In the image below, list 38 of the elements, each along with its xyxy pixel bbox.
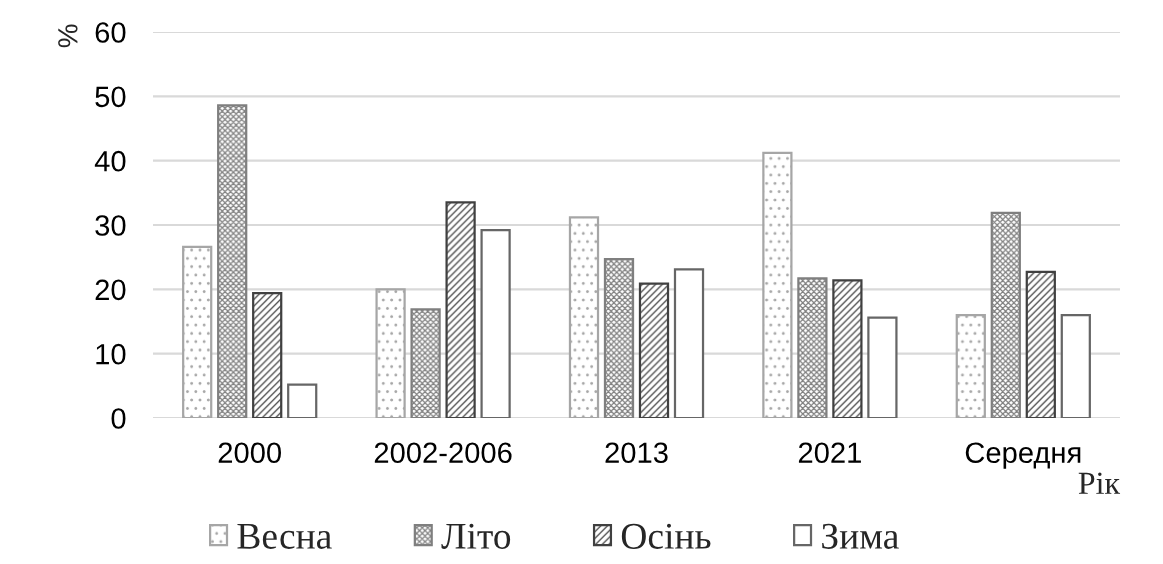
bar <box>252 292 283 418</box>
x-tick-label: 2013 <box>605 442 668 464</box>
y-tick-label: 50 <box>95 86 126 108</box>
bar <box>638 282 670 418</box>
bar <box>568 216 600 418</box>
y-tick-label: 0 <box>111 408 126 429</box>
x-axis-title: Рік <box>1078 472 1121 494</box>
bar <box>762 151 793 418</box>
bar <box>182 245 213 418</box>
bar <box>375 288 406 418</box>
bar <box>867 316 898 418</box>
legend-label: Осінь <box>621 523 711 549</box>
y-tick-label: 30 <box>95 215 126 236</box>
x-tick-label: 2021 <box>798 442 861 464</box>
bar <box>1025 270 1056 418</box>
bar <box>603 257 635 418</box>
x-tick-label: Середня <box>965 442 1081 469</box>
x-tick-label: 2002-2006 <box>374 442 512 464</box>
legend-label: Літо <box>441 523 511 549</box>
y-axis-title: % <box>58 24 78 48</box>
bar <box>410 308 441 418</box>
bar <box>832 279 863 418</box>
bar <box>445 201 476 418</box>
bar <box>287 383 318 418</box>
bar <box>797 277 828 418</box>
legend-label: Зима <box>822 523 899 549</box>
y-tick-label: 60 <box>95 22 126 43</box>
legend-label: Весна <box>237 523 332 549</box>
bar <box>1060 313 1091 418</box>
bar <box>673 268 705 418</box>
bar <box>990 211 1021 418</box>
x-tick-label: 2000 <box>218 442 281 464</box>
y-tick-label: 20 <box>95 279 126 301</box>
y-tick-label: 10 <box>96 343 126 365</box>
y-tick-label: 40 <box>94 150 126 172</box>
bar <box>955 313 986 418</box>
bar <box>217 104 248 418</box>
bar <box>480 229 511 418</box>
